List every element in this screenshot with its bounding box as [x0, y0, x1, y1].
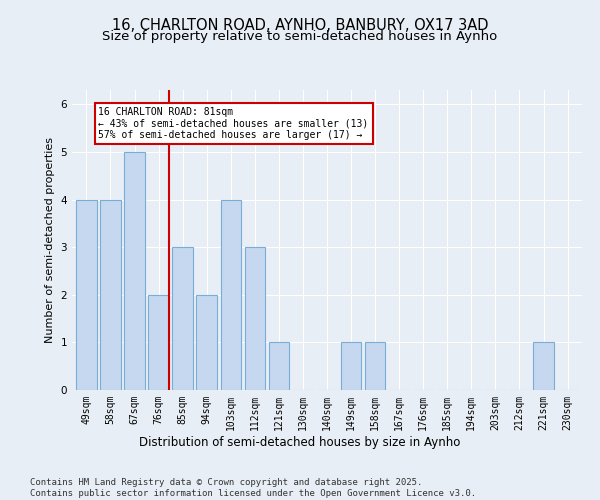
Bar — [341, 342, 361, 390]
Bar — [100, 200, 121, 390]
Y-axis label: Number of semi-detached properties: Number of semi-detached properties — [45, 137, 55, 343]
Bar — [124, 152, 145, 390]
Text: 16 CHARLTON ROAD: 81sqm
← 43% of semi-detached houses are smaller (13)
57% of se: 16 CHARLTON ROAD: 81sqm ← 43% of semi-de… — [98, 106, 369, 140]
Text: 16, CHARLTON ROAD, AYNHO, BANBURY, OX17 3AD: 16, CHARLTON ROAD, AYNHO, BANBURY, OX17 … — [112, 18, 488, 32]
Text: Contains HM Land Registry data © Crown copyright and database right 2025.
Contai: Contains HM Land Registry data © Crown c… — [30, 478, 476, 498]
Text: Distribution of semi-detached houses by size in Aynho: Distribution of semi-detached houses by … — [139, 436, 461, 449]
Bar — [221, 200, 241, 390]
Bar — [365, 342, 385, 390]
Bar — [148, 295, 169, 390]
Bar — [172, 247, 193, 390]
Bar — [76, 200, 97, 390]
Bar — [533, 342, 554, 390]
Bar — [245, 247, 265, 390]
Text: Size of property relative to semi-detached houses in Aynho: Size of property relative to semi-detach… — [103, 30, 497, 43]
Bar — [269, 342, 289, 390]
Bar — [196, 295, 217, 390]
